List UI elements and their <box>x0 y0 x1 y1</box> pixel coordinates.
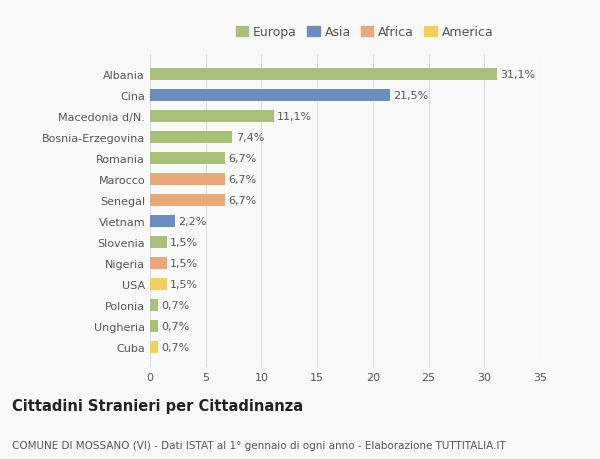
Bar <box>150 90 389 102</box>
Bar <box>150 216 175 227</box>
Bar <box>150 237 167 248</box>
Text: 6,7%: 6,7% <box>228 196 256 206</box>
Text: 0,7%: 0,7% <box>161 300 190 310</box>
Bar <box>150 174 224 185</box>
Text: 1,5%: 1,5% <box>170 280 198 290</box>
Bar <box>150 69 497 81</box>
Bar <box>150 279 167 290</box>
Text: 7,4%: 7,4% <box>236 133 264 143</box>
Text: COMUNE DI MOSSANO (VI) - Dati ISTAT al 1° gennaio di ogni anno - Elaborazione TU: COMUNE DI MOSSANO (VI) - Dati ISTAT al 1… <box>12 440 506 450</box>
Text: 1,5%: 1,5% <box>170 238 198 247</box>
Bar <box>150 320 158 332</box>
Text: 6,7%: 6,7% <box>228 154 256 164</box>
Text: 31,1%: 31,1% <box>500 70 535 80</box>
Text: 0,7%: 0,7% <box>161 321 190 331</box>
Bar <box>150 111 274 123</box>
Bar <box>150 132 232 144</box>
Text: 2,2%: 2,2% <box>178 217 206 227</box>
Bar <box>150 195 224 207</box>
Text: 21,5%: 21,5% <box>393 91 428 101</box>
Text: 6,7%: 6,7% <box>228 175 256 185</box>
Text: 11,1%: 11,1% <box>277 112 312 122</box>
Text: 0,7%: 0,7% <box>161 342 190 352</box>
Bar <box>150 153 224 164</box>
Legend: Europa, Asia, Africa, America: Europa, Asia, Africa, America <box>233 24 496 42</box>
Bar <box>150 300 158 311</box>
Bar <box>150 258 167 269</box>
Bar <box>150 341 158 353</box>
Text: Cittadini Stranieri per Cittadinanza: Cittadini Stranieri per Cittadinanza <box>12 398 303 413</box>
Text: 1,5%: 1,5% <box>170 258 198 269</box>
